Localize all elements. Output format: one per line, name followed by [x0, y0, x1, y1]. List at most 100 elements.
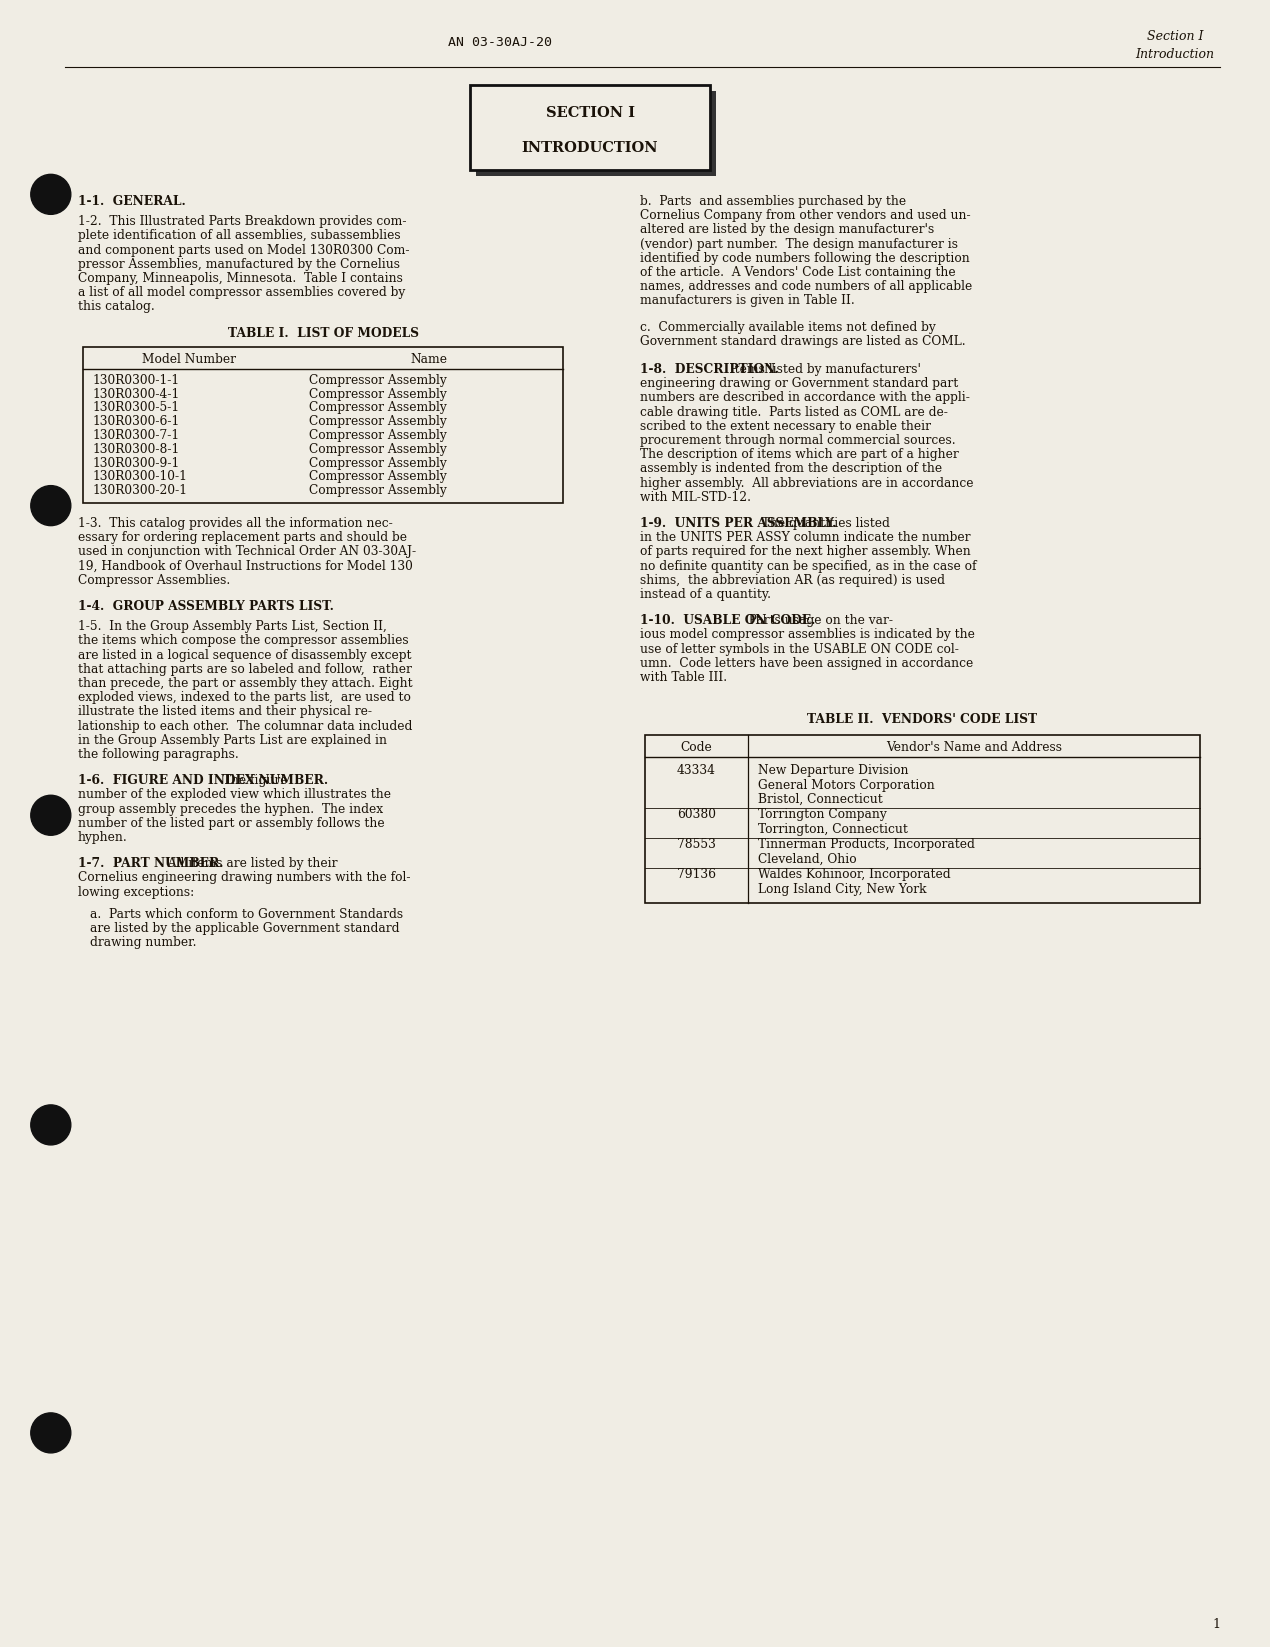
- Text: of parts required for the next higher assembly. When: of parts required for the next higher as…: [640, 545, 970, 558]
- Text: The figure: The figure: [216, 774, 288, 787]
- Text: 1-6.  FIGURE AND INDEX NUMBER.: 1-6. FIGURE AND INDEX NUMBER.: [77, 774, 328, 787]
- Text: TABLE I.  LIST OF MODELS: TABLE I. LIST OF MODELS: [227, 326, 419, 339]
- Text: the items which compose the compressor assemblies: the items which compose the compressor a…: [77, 634, 409, 647]
- Circle shape: [30, 175, 71, 214]
- Text: ious model compressor assemblies is indicated by the: ious model compressor assemblies is indi…: [640, 629, 975, 641]
- Text: 1-5.  In the Group Assembly Parts List, Section II,: 1-5. In the Group Assembly Parts List, S…: [77, 621, 387, 632]
- Text: 1-3.  This catalog provides all the information nec-: 1-3. This catalog provides all the infor…: [77, 517, 392, 530]
- Text: 130R0300-20-1: 130R0300-20-1: [93, 484, 188, 497]
- Text: assembly is indented from the description of the: assembly is indented from the descriptio…: [640, 463, 942, 476]
- Text: Compressor Assembly: Compressor Assembly: [309, 402, 447, 415]
- Text: Cleveland, Ohio: Cleveland, Ohio: [758, 853, 856, 866]
- Text: Compressor Assembly: Compressor Assembly: [309, 415, 447, 428]
- Text: number of the listed part or assembly follows the: number of the listed part or assembly fo…: [77, 817, 385, 830]
- Bar: [83, 348, 563, 502]
- Text: 78553: 78553: [677, 838, 716, 851]
- Text: a list of all model compressor assemblies covered by: a list of all model compressor assemblie…: [77, 287, 405, 300]
- Text: 1: 1: [1212, 1619, 1220, 1632]
- Text: 43334: 43334: [677, 764, 716, 777]
- Text: 79136: 79136: [677, 868, 716, 881]
- Text: pressor Assemblies, manufactured by the Cornelius: pressor Assemblies, manufactured by the …: [77, 259, 400, 270]
- Text: c.  Commercially available items not defined by: c. Commercially available items not defi…: [640, 321, 936, 334]
- Text: illustrate the listed items and their physical re-: illustrate the listed items and their ph…: [77, 705, 372, 718]
- Text: Model Number: Model Number: [141, 354, 236, 366]
- Text: lationship to each other.  The columnar data included: lationship to each other. The columnar d…: [77, 720, 413, 733]
- Text: engineering drawing or Government standard part: engineering drawing or Government standa…: [640, 377, 959, 390]
- Circle shape: [30, 1413, 71, 1453]
- Text: and component parts used on Model 130R0300 Com-: and component parts used on Model 130R03…: [77, 244, 409, 257]
- Text: 130R0300-9-1: 130R0300-9-1: [93, 456, 180, 469]
- Text: New Departure Division: New Departure Division: [758, 764, 908, 777]
- Text: than precede, the part or assembly they attach. Eight: than precede, the part or assembly they …: [77, 677, 413, 690]
- Text: exploded views, indexed to the parts list,  are used to: exploded views, indexed to the parts lis…: [77, 692, 411, 705]
- Text: 1-10.  USABLE ON CODE.: 1-10. USABLE ON CODE.: [640, 614, 815, 628]
- Text: 1-2.  This Illustrated Parts Breakdown provides com-: 1-2. This Illustrated Parts Breakdown pr…: [77, 216, 406, 229]
- Text: Government standard drawings are listed as COML.: Government standard drawings are listed …: [640, 334, 965, 348]
- Text: higher assembly.  All abbreviations are in accordance: higher assembly. All abbreviations are i…: [640, 476, 974, 489]
- Text: Tinnerman Products, Incorporated: Tinnerman Products, Incorporated: [758, 838, 974, 851]
- Text: Compressor Assembly: Compressor Assembly: [309, 456, 447, 469]
- Text: The quantities listed: The quantities listed: [754, 517, 890, 530]
- Text: Cornelius Company from other vendors and used un-: Cornelius Company from other vendors and…: [640, 209, 970, 222]
- Text: 130R0300-4-1: 130R0300-4-1: [93, 387, 180, 400]
- Text: drawing number.: drawing number.: [90, 935, 197, 949]
- Text: 130R0300-5-1: 130R0300-5-1: [93, 402, 180, 415]
- Text: with MIL-STD-12.: with MIL-STD-12.: [640, 491, 751, 504]
- Text: Bristol, Connecticut: Bristol, Connecticut: [758, 792, 883, 805]
- Text: Compressor Assembly: Compressor Assembly: [309, 387, 447, 400]
- Text: Cornelius engineering drawing numbers with the fol-: Cornelius engineering drawing numbers wi…: [77, 871, 410, 884]
- Text: Section I: Section I: [1147, 30, 1203, 43]
- Text: a.  Parts which conform to Government Standards: a. Parts which conform to Government Sta…: [90, 907, 403, 921]
- Text: Compressor Assembly: Compressor Assembly: [309, 484, 447, 497]
- Text: procurement through normal commercial sources.: procurement through normal commercial so…: [640, 435, 955, 446]
- Text: instead of a quantity.: instead of a quantity.: [640, 588, 771, 601]
- Text: Introduction: Introduction: [1135, 48, 1214, 61]
- Text: essary for ordering replacement parts and should be: essary for ordering replacement parts an…: [77, 532, 406, 544]
- Text: this catalog.: this catalog.: [77, 300, 155, 313]
- Bar: [645, 736, 1200, 904]
- Text: 130R0300-6-1: 130R0300-6-1: [93, 415, 180, 428]
- Text: 1-7.  PART NUMBER.: 1-7. PART NUMBER.: [77, 856, 224, 870]
- Bar: [476, 91, 716, 176]
- Text: All items are listed by their: All items are listed by their: [160, 856, 338, 870]
- Text: umn.  Code letters have been assigned in accordance: umn. Code letters have been assigned in …: [640, 657, 973, 670]
- Text: Compressor Assembly: Compressor Assembly: [309, 443, 447, 456]
- Text: General Motors Corporation: General Motors Corporation: [758, 779, 935, 792]
- Text: Name: Name: [410, 354, 447, 366]
- Text: cable drawing title.  Parts listed as COML are de-: cable drawing title. Parts listed as COM…: [640, 405, 947, 418]
- Text: 1-1.  GENERAL.: 1-1. GENERAL.: [77, 194, 185, 208]
- Text: Waldes Kohinoor, Incorporated: Waldes Kohinoor, Incorporated: [758, 868, 950, 881]
- Text: AN 03-30AJ-20: AN 03-30AJ-20: [448, 36, 552, 48]
- Text: numbers are described in accordance with the appli-: numbers are described in accordance with…: [640, 392, 970, 405]
- Text: 60380: 60380: [677, 809, 716, 822]
- Text: group assembly precedes the hyphen.  The index: group assembly precedes the hyphen. The …: [77, 802, 384, 815]
- Text: SECTION I: SECTION I: [546, 105, 635, 120]
- Circle shape: [30, 796, 71, 835]
- Text: lowing exceptions:: lowing exceptions:: [77, 886, 194, 899]
- Text: manufacturers is given in Table II.: manufacturers is given in Table II.: [640, 295, 855, 308]
- Text: 19, Handbook of Overhaul Instructions for Model 130: 19, Handbook of Overhaul Instructions fo…: [77, 560, 413, 573]
- Text: Torrington, Connecticut: Torrington, Connecticut: [758, 822, 908, 835]
- Text: used in conjunction with Technical Order AN 03-30AJ-: used in conjunction with Technical Order…: [77, 545, 417, 558]
- Text: Torrington Company: Torrington Company: [758, 809, 886, 822]
- Text: 1-4.  GROUP ASSEMBLY PARTS LIST.: 1-4. GROUP ASSEMBLY PARTS LIST.: [77, 600, 334, 613]
- Text: TABLE II.  VENDORS' CODE LIST: TABLE II. VENDORS' CODE LIST: [808, 713, 1038, 726]
- Text: INTRODUCTION: INTRODUCTION: [522, 142, 658, 155]
- Text: scribed to the extent necessary to enable their: scribed to the extent necessary to enabl…: [640, 420, 931, 433]
- Text: b.  Parts  and assemblies purchased by the: b. Parts and assemblies purchased by the: [640, 194, 906, 208]
- Text: Long Island City, New York: Long Island City, New York: [758, 883, 926, 896]
- Text: Items listed by manufacturers': Items listed by manufacturers': [723, 362, 921, 376]
- Text: 130R0300-8-1: 130R0300-8-1: [93, 443, 180, 456]
- Text: Code: Code: [681, 741, 712, 754]
- Text: that attaching parts are so labeled and follow,  rather: that attaching parts are so labeled and …: [77, 662, 411, 675]
- Text: plete identification of all assemblies, subassemblies: plete identification of all assemblies, …: [77, 229, 400, 242]
- Text: hyphen.: hyphen.: [77, 832, 128, 843]
- Text: Parts usage on the var-: Parts usage on the var-: [740, 614, 893, 628]
- Text: shims,  the abbreviation AR (as required) is used: shims, the abbreviation AR (as required)…: [640, 573, 945, 586]
- Text: Vendor's Name and Address: Vendor's Name and Address: [886, 741, 1062, 754]
- Text: The description of items which are part of a higher: The description of items which are part …: [640, 448, 959, 461]
- Text: number of the exploded view which illustrates the: number of the exploded view which illust…: [77, 789, 391, 802]
- Text: no definite quantity can be specified, as in the case of: no definite quantity can be specified, a…: [640, 560, 977, 573]
- Text: altered are listed by the design manufacturer's: altered are listed by the design manufac…: [640, 224, 935, 237]
- Text: Company, Minneapolis, Minnesota.  Table I contains: Company, Minneapolis, Minnesota. Table I…: [77, 272, 403, 285]
